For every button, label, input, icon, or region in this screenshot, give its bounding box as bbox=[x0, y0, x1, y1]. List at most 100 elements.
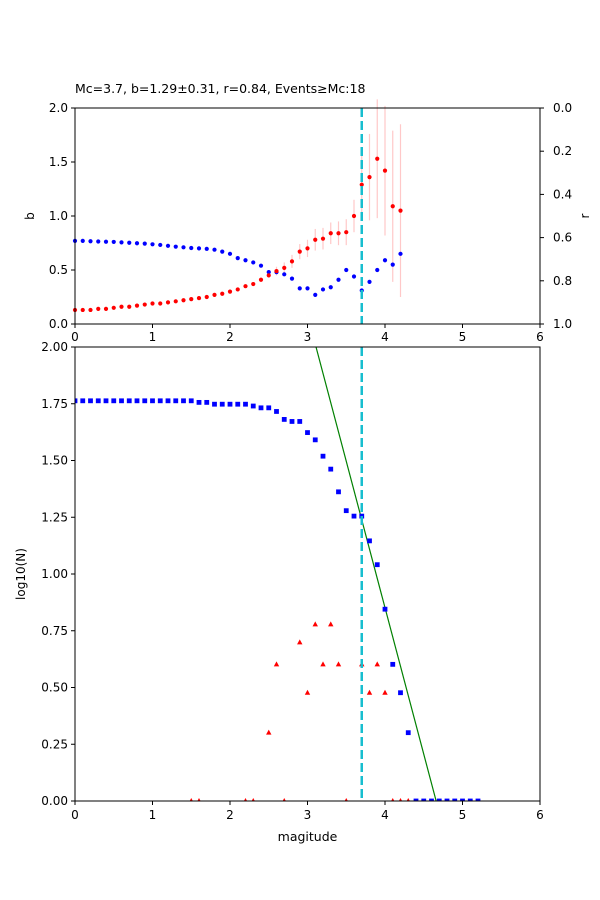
b-point bbox=[227, 289, 233, 294]
bottom-y-tick-label: 1.50 bbox=[41, 454, 68, 468]
noncumulative-count-point bbox=[197, 798, 201, 801]
cumulative-count-point bbox=[398, 690, 403, 696]
r-point bbox=[96, 239, 101, 244]
cumulative-count-point bbox=[390, 661, 396, 667]
b-point bbox=[80, 307, 85, 313]
cumulative-count-point bbox=[196, 399, 202, 405]
b-point bbox=[328, 231, 333, 236]
b-point bbox=[181, 298, 186, 303]
top-left-axis-label: b bbox=[23, 212, 37, 220]
top-left-tick-label: 2.0 bbox=[49, 101, 68, 115]
b-point bbox=[212, 292, 217, 297]
noncumulative-count-point bbox=[304, 689, 311, 695]
cumulative-count-point bbox=[429, 798, 434, 801]
cumulative-count-point bbox=[312, 437, 318, 443]
cumulative-count-point bbox=[320, 453, 326, 459]
cumulative-count-point bbox=[142, 398, 148, 404]
cumulative-count-point bbox=[336, 489, 341, 495]
bottom-y-tick-label: 1.00 bbox=[41, 567, 68, 581]
bottom-x-tick-label: 1 bbox=[149, 808, 157, 822]
r-point bbox=[336, 277, 341, 282]
r-point bbox=[297, 286, 302, 291]
r-point bbox=[212, 247, 217, 252]
cumulative-count-point bbox=[157, 398, 163, 404]
top-right-tick-label: 0.4 bbox=[553, 187, 572, 201]
r-point bbox=[320, 287, 326, 292]
b-point bbox=[289, 259, 295, 264]
noncumulative-count-point bbox=[406, 798, 410, 801]
cumulative-count-point bbox=[413, 798, 419, 801]
cumulative-count-point bbox=[281, 417, 287, 422]
r-point bbox=[103, 239, 109, 244]
cumulative-count-point bbox=[126, 398, 132, 404]
bottom-y-tick-label: 0.00 bbox=[41, 794, 68, 808]
noncumulative-count-point bbox=[335, 661, 342, 667]
cumulative-count-point bbox=[328, 466, 334, 472]
b-point bbox=[344, 230, 349, 235]
b-point bbox=[165, 300, 171, 305]
cumulative-count-point bbox=[181, 398, 186, 404]
top-x-tick-label: 1 bbox=[149, 330, 157, 344]
noncumulative-count-point bbox=[374, 661, 380, 667]
cumulative-count-point bbox=[367, 538, 372, 544]
top-right-tick-label: 1.0 bbox=[553, 317, 572, 331]
top-left-tick-label: 1.0 bbox=[49, 209, 68, 223]
r-point bbox=[158, 242, 163, 248]
r-point bbox=[258, 263, 264, 268]
b-point bbox=[313, 237, 318, 242]
top-r-series bbox=[72, 238, 403, 297]
bottom-y-tick-label: 1.75 bbox=[41, 397, 68, 411]
top-plot-frame bbox=[74, 107, 541, 325]
cumulative-count-point bbox=[289, 419, 295, 424]
bottom-y-tick-label: 0.50 bbox=[41, 681, 68, 695]
b-point bbox=[375, 156, 380, 161]
b-point bbox=[305, 246, 310, 251]
b-point bbox=[398, 208, 403, 213]
top-right-tick-label: 0.6 bbox=[553, 231, 572, 245]
top-right-tick-label: 0.8 bbox=[553, 274, 572, 288]
top-axis-ticks: 0 1 2 3 4 5 6 0.0 0.5 1.0 1.5 2.0 1.0 0.8 0.6 0.4 0.2 0.0 bbox=[49, 101, 572, 344]
bottom-y-tick-label: 1.25 bbox=[41, 510, 68, 524]
top-right-axis-label: r bbox=[578, 213, 592, 218]
noncumulative-count-point bbox=[266, 729, 272, 735]
r-point bbox=[181, 245, 186, 250]
cumulative-count-point bbox=[436, 798, 442, 801]
r-point bbox=[189, 245, 194, 251]
cumulative-count-point bbox=[343, 508, 349, 514]
cumulative-count-point bbox=[374, 562, 380, 568]
noncumulative-count-point bbox=[251, 798, 255, 801]
top-plot-area bbox=[75, 108, 540, 324]
b-point bbox=[204, 294, 209, 300]
noncumulative-count-point bbox=[189, 798, 193, 801]
b-value-panel: Mc=3.7, b=1.29±0.31, r=0.84, Events≥Mc:1… bbox=[23, 81, 592, 344]
cumulative-count-point bbox=[88, 398, 93, 404]
r-point bbox=[305, 286, 310, 291]
r-point bbox=[204, 246, 209, 251]
top-b-series bbox=[72, 156, 403, 313]
bottom-y-tick-label: 2.00 bbox=[41, 340, 68, 354]
b-point bbox=[173, 299, 178, 304]
top-x-tick-label: 0 bbox=[71, 330, 79, 344]
r-point bbox=[227, 251, 233, 256]
b-point bbox=[243, 284, 248, 289]
bottom-axis-ticks: 0 1 2 3 4 5 6 0.00 0.25 0.50 0.75 1.00 1.25 1.50 1.75 2… bbox=[41, 340, 544, 822]
b-point bbox=[235, 287, 240, 292]
top-left-tick-label: 1.5 bbox=[49, 155, 68, 169]
cumulative-count-point bbox=[475, 798, 481, 801]
cumulative-count-point bbox=[235, 401, 241, 407]
cumulative-count-point bbox=[95, 398, 101, 404]
b-point bbox=[258, 277, 264, 282]
cumulative-count-point bbox=[297, 419, 303, 424]
cumulative-count-point bbox=[382, 606, 388, 612]
b-point bbox=[119, 304, 124, 309]
cumulative-count-point bbox=[212, 401, 217, 407]
r-point bbox=[398, 251, 403, 256]
cumulative-count-point bbox=[452, 798, 458, 801]
cumulative-count-point bbox=[80, 398, 86, 404]
cumulative-count-point bbox=[75, 398, 78, 404]
noncumulative-count-point bbox=[328, 621, 334, 627]
top-right-tick-label: 0.0 bbox=[553, 101, 572, 115]
cumulative-count-point bbox=[444, 798, 450, 801]
r-point bbox=[165, 243, 171, 248]
r-point bbox=[196, 246, 202, 251]
